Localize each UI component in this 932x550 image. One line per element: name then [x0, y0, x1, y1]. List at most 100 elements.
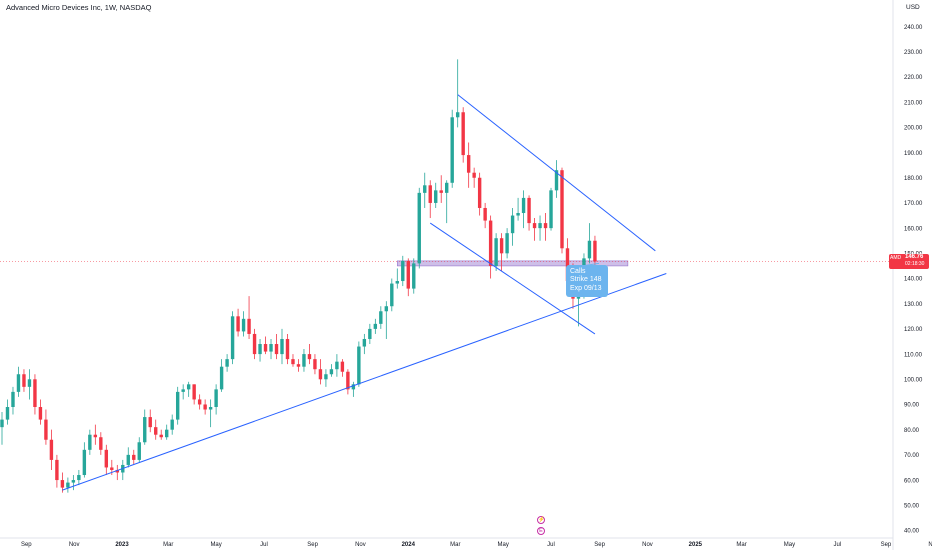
candle[interactable]: [357, 341, 361, 387]
candle[interactable]: [203, 399, 207, 415]
candle[interactable]: [186, 381, 191, 397]
candle[interactable]: [340, 359, 345, 377]
candle[interactable]: [99, 432, 103, 455]
candle[interactable]: [208, 399, 213, 428]
candle[interactable]: [236, 308, 240, 337]
candle[interactable]: [346, 369, 350, 395]
candle[interactable]: [148, 409, 152, 433]
candle[interactable]: [137, 437, 141, 463]
candle[interactable]: [159, 429, 163, 440]
candle[interactable]: [395, 268, 399, 289]
candle[interactable]: [27, 369, 32, 400]
candle[interactable]: [60, 472, 65, 493]
candle[interactable]: [0, 412, 4, 445]
candle[interactable]: [450, 109, 454, 188]
candle[interactable]: [428, 180, 432, 219]
candle[interactable]: [219, 359, 224, 392]
candle[interactable]: [55, 454, 59, 488]
candle[interactable]: [88, 429, 92, 455]
candle[interactable]: [11, 386, 15, 415]
candle[interactable]: [197, 394, 202, 410]
candle[interactable]: [170, 414, 174, 435]
candle[interactable]: [532, 218, 537, 241]
candle[interactable]: [384, 301, 389, 339]
candle[interactable]: [379, 306, 383, 329]
candle[interactable]: [115, 464, 119, 481]
candle[interactable]: [373, 318, 378, 334]
candle[interactable]: [269, 338, 273, 360]
candle[interactable]: [434, 182, 438, 208]
candle[interactable]: [362, 333, 367, 355]
candle[interactable]: [175, 386, 180, 425]
candle[interactable]: [22, 369, 26, 392]
candle[interactable]: [549, 187, 553, 231]
trendline-channel-lower[interactable]: [429, 222, 596, 335]
trendline-support[interactable]: [62, 273, 667, 491]
candle[interactable]: [543, 213, 548, 241]
candle[interactable]: [390, 278, 394, 312]
candle[interactable]: [527, 195, 531, 231]
candle[interactable]: [247, 296, 251, 339]
candle[interactable]: [494, 233, 498, 271]
candle[interactable]: [455, 59, 460, 128]
dividend-icon[interactable]: ⚡: [537, 516, 545, 524]
candle[interactable]: [302, 349, 306, 372]
candle[interactable]: [499, 233, 504, 271]
candle[interactable]: [104, 444, 109, 476]
candle[interactable]: [329, 364, 334, 377]
candle[interactable]: [71, 475, 76, 491]
candle[interactable]: [593, 235, 597, 266]
candle[interactable]: [466, 142, 471, 188]
candle[interactable]: [461, 107, 465, 163]
candle[interactable]: [291, 354, 295, 367]
candle[interactable]: [472, 167, 476, 188]
candle[interactable]: [516, 197, 520, 221]
candle[interactable]: [505, 228, 509, 259]
candle[interactable]: [93, 424, 98, 445]
candle[interactable]: [77, 469, 81, 486]
candle[interactable]: [82, 442, 87, 478]
candle[interactable]: [192, 384, 196, 405]
candle[interactable]: [16, 366, 21, 397]
candle[interactable]: [477, 172, 482, 216]
trendline-channel-upper[interactable]: [457, 94, 656, 252]
candle[interactable]: [285, 333, 290, 365]
candle[interactable]: [401, 255, 405, 287]
candle[interactable]: [335, 354, 339, 377]
candle[interactable]: [181, 384, 185, 400]
candle[interactable]: [258, 338, 262, 362]
candle[interactable]: [66, 477, 70, 493]
support-zone[interactable]: [396, 260, 629, 267]
candle[interactable]: [412, 258, 416, 294]
trade-annotation[interactable]: Calls Strike 148 Exp 09/13: [566, 265, 608, 297]
candle[interactable]: [445, 180, 449, 224]
candle[interactable]: [154, 419, 158, 440]
candle[interactable]: [538, 215, 542, 241]
candle[interactable]: [488, 215, 493, 279]
candle[interactable]: [252, 328, 257, 360]
candle[interactable]: [313, 354, 317, 375]
candle[interactable]: [587, 223, 592, 264]
candle[interactable]: [143, 409, 147, 445]
candle[interactable]: [126, 447, 130, 468]
candle[interactable]: [307, 344, 312, 365]
candle[interactable]: [554, 160, 559, 198]
candle[interactable]: [483, 202, 487, 229]
candle[interactable]: [296, 359, 301, 372]
candle[interactable]: [274, 333, 279, 360]
candle[interactable]: [5, 399, 10, 425]
candle[interactable]: [38, 399, 43, 425]
candle[interactable]: [324, 369, 328, 387]
candle[interactable]: [439, 175, 443, 203]
candle[interactable]: [521, 190, 526, 229]
candle[interactable]: [33, 374, 37, 415]
candle[interactable]: [280, 328, 284, 365]
candle[interactable]: [132, 449, 136, 465]
candle[interactable]: [214, 384, 218, 415]
candle[interactable]: [510, 207, 515, 246]
candle[interactable]: [49, 429, 54, 470]
candle[interactable]: [263, 336, 268, 355]
candle[interactable]: [351, 381, 356, 397]
